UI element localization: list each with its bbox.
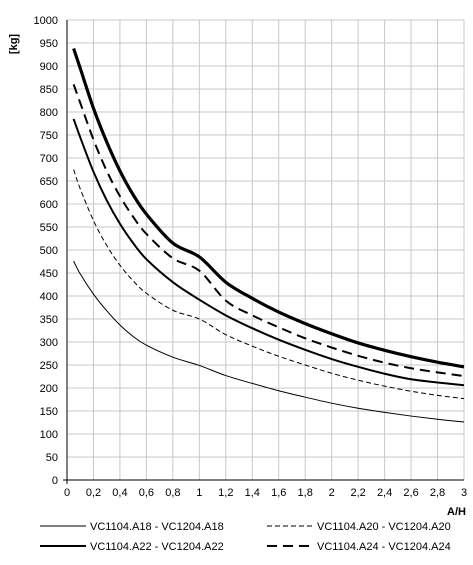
tick-labels: 0 50 100 150 200 250 300 350 400 450 500 550 600 650 7…	[34, 15, 468, 499]
axes	[63, 20, 464, 484]
legend-entry: VC1104.A20 - VC1204.A20	[317, 521, 451, 533]
x-axis-label: A/H	[447, 506, 466, 518]
series-layer	[72, 48, 465, 423]
x-tick-label: 1	[196, 487, 202, 499]
series-line-4	[72, 48, 465, 369]
y-tick-label: 800	[40, 107, 58, 119]
y-tick-label: 650	[40, 176, 58, 188]
x-tick-label: 2,8	[430, 487, 445, 499]
series-line-1	[73, 169, 465, 400]
y-tick-label: 100	[40, 429, 58, 441]
y-tick-label: 1000	[34, 15, 58, 27]
x-tick-label: 1,4	[245, 487, 260, 499]
legend-entry: VC1104.A18 - VC1204.A18	[90, 521, 224, 533]
y-tick-label: 450	[40, 268, 58, 280]
y-tick-label: 900	[40, 61, 58, 73]
x-tick-label: 0,4	[112, 487, 127, 499]
x-tick-label: 0,6	[139, 487, 154, 499]
legend: VC1104.A18 - VC1204.A18 VC1104.A20 - VC12…	[40, 521, 451, 553]
legend-entry: VC1104.A22 - VC1204.A22	[90, 541, 224, 553]
y-tick-label: 350	[40, 314, 58, 326]
x-tick-label: 1,2	[218, 487, 233, 499]
series-line-3	[72, 84, 465, 378]
x-tick-label: 2,4	[377, 487, 392, 499]
x-tick-label: 0,2	[86, 487, 101, 499]
series-line-2	[72, 118, 465, 387]
y-tick-label: 300	[40, 337, 58, 349]
x-tick-label: 2,6	[403, 487, 418, 499]
series-line-0	[73, 260, 465, 423]
y-tick-label: 150	[40, 406, 58, 418]
grid	[66, 19, 465, 481]
legend-entry: VC1104.A24 - VC1204.A24	[317, 541, 451, 553]
x-tick-label: 1,6	[271, 487, 286, 499]
y-tick-label: 400	[40, 291, 58, 303]
x-tick-label: 0,8	[165, 487, 180, 499]
y-tick-label: 50	[46, 452, 58, 464]
x-tick-label: 2,2	[350, 487, 365, 499]
y-tick-label: 600	[40, 199, 58, 211]
y-tick-label: 700	[40, 153, 58, 165]
y-tick-label: 200	[40, 383, 58, 395]
x-tick-label: 0	[64, 487, 70, 499]
y-tick-label: 250	[40, 360, 58, 372]
y-axis-label: [kg]	[8, 34, 20, 55]
y-tick-label: 950	[40, 38, 58, 50]
y-tick-label: 550	[40, 222, 58, 234]
y-tick-label: 850	[40, 84, 58, 96]
x-tick-label: 2	[329, 487, 335, 499]
x-tick-label: 1,8	[298, 487, 313, 499]
y-tick-label: 0	[52, 475, 58, 487]
x-tick-label: 3	[461, 487, 467, 499]
y-tick-label: 500	[40, 245, 58, 257]
y-tick-label: 750	[40, 130, 58, 142]
